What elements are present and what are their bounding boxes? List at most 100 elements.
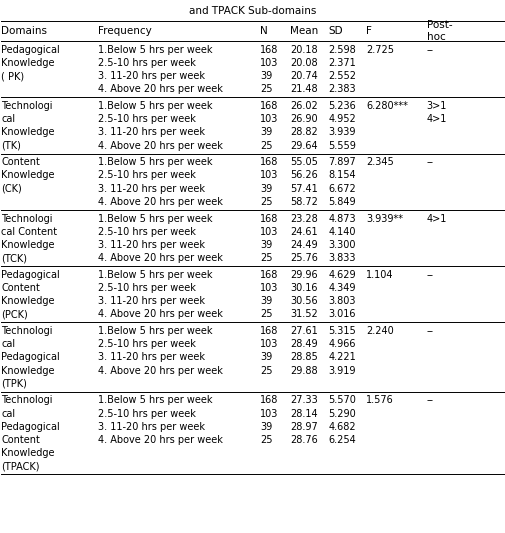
Text: 2.5-10 hrs per week: 2.5-10 hrs per week <box>98 283 196 293</box>
Text: 1.Below 5 hrs per week: 1.Below 5 hrs per week <box>98 101 213 111</box>
Text: 4. Above 20 hrs per week: 4. Above 20 hrs per week <box>98 309 223 319</box>
Text: 5.315: 5.315 <box>328 326 356 336</box>
Text: 3. 11-20 hrs per week: 3. 11-20 hrs per week <box>98 296 206 306</box>
Text: cal: cal <box>1 114 15 124</box>
Text: (TPK): (TPK) <box>1 379 27 389</box>
Text: F: F <box>366 26 372 36</box>
Text: 3.939: 3.939 <box>328 127 356 138</box>
Text: 168: 168 <box>260 270 278 280</box>
Text: 4. Above 20 hrs per week: 4. Above 20 hrs per week <box>98 141 223 151</box>
Text: 39: 39 <box>260 240 272 250</box>
Text: 25: 25 <box>260 197 273 207</box>
Text: Domains: Domains <box>1 26 47 36</box>
Text: --: -- <box>427 270 434 280</box>
Text: 5.290: 5.290 <box>328 409 356 419</box>
Text: 2.371: 2.371 <box>328 58 356 68</box>
Text: 103: 103 <box>260 114 278 124</box>
Text: 4. Above 20 hrs per week: 4. Above 20 hrs per week <box>98 197 223 207</box>
Text: Knowledge: Knowledge <box>1 240 55 250</box>
Text: 4>1: 4>1 <box>427 214 447 223</box>
Text: 26.02: 26.02 <box>290 101 318 111</box>
Text: 28.49: 28.49 <box>290 339 318 349</box>
Text: 1.104: 1.104 <box>366 270 393 280</box>
Text: 39: 39 <box>260 71 272 81</box>
Text: 1.Below 5 hrs per week: 1.Below 5 hrs per week <box>98 214 213 223</box>
Text: 39: 39 <box>260 296 272 306</box>
Text: 3. 11-20 hrs per week: 3. 11-20 hrs per week <box>98 352 206 362</box>
Text: 31.52: 31.52 <box>290 309 318 319</box>
Text: 2.5-10 hrs per week: 2.5-10 hrs per week <box>98 227 196 237</box>
Text: 30.16: 30.16 <box>290 283 318 293</box>
Text: Pedagogical: Pedagogical <box>1 422 60 432</box>
Text: 168: 168 <box>260 395 278 406</box>
Text: 2.383: 2.383 <box>328 84 356 94</box>
Text: Content: Content <box>1 283 40 293</box>
Text: 26.90: 26.90 <box>290 114 318 124</box>
Text: cal Content: cal Content <box>1 227 57 237</box>
Text: Technologi: Technologi <box>1 101 53 111</box>
Text: 2.598: 2.598 <box>328 45 356 55</box>
Text: 1.Below 5 hrs per week: 1.Below 5 hrs per week <box>98 157 213 167</box>
Text: cal: cal <box>1 339 15 349</box>
Text: cal: cal <box>1 409 15 419</box>
Text: 103: 103 <box>260 58 278 68</box>
Text: 20.74: 20.74 <box>290 71 318 81</box>
Text: 3.833: 3.833 <box>328 253 356 263</box>
Text: 3. 11-20 hrs per week: 3. 11-20 hrs per week <box>98 71 206 81</box>
Text: 103: 103 <box>260 339 278 349</box>
Text: 30.56: 30.56 <box>290 296 318 306</box>
Text: 3.016: 3.016 <box>328 309 356 319</box>
Text: 39: 39 <box>260 352 272 362</box>
Text: SD: SD <box>328 26 343 36</box>
Text: 1.Below 5 hrs per week: 1.Below 5 hrs per week <box>98 395 213 406</box>
Text: 4. Above 20 hrs per week: 4. Above 20 hrs per week <box>98 253 223 263</box>
Text: 2.5-10 hrs per week: 2.5-10 hrs per week <box>98 58 196 68</box>
Text: 168: 168 <box>260 326 278 336</box>
Text: 23.28: 23.28 <box>290 214 318 223</box>
Text: 56.26: 56.26 <box>290 171 318 181</box>
Text: 4.682: 4.682 <box>328 422 356 432</box>
Text: 2.345: 2.345 <box>366 157 394 167</box>
Text: Pedagogical: Pedagogical <box>1 45 60 55</box>
Text: 58.72: 58.72 <box>290 197 318 207</box>
Text: 4.873: 4.873 <box>328 214 356 223</box>
Text: 4.966: 4.966 <box>328 339 356 349</box>
Text: ( PK): ( PK) <box>1 71 24 81</box>
Text: 8.154: 8.154 <box>328 171 356 181</box>
Text: 168: 168 <box>260 101 278 111</box>
Text: 21.48: 21.48 <box>290 84 318 94</box>
Text: 6.672: 6.672 <box>328 184 356 193</box>
Text: 4. Above 20 hrs per week: 4. Above 20 hrs per week <box>98 435 223 445</box>
Text: 5.559: 5.559 <box>328 141 356 151</box>
Text: Content: Content <box>1 435 40 445</box>
Text: 28.85: 28.85 <box>290 352 318 362</box>
Text: 103: 103 <box>260 227 278 237</box>
Text: 103: 103 <box>260 171 278 181</box>
Text: 1.Below 5 hrs per week: 1.Below 5 hrs per week <box>98 270 213 280</box>
Text: --: -- <box>427 326 434 336</box>
Text: 3. 11-20 hrs per week: 3. 11-20 hrs per week <box>98 127 206 138</box>
Text: 5.570: 5.570 <box>328 395 356 406</box>
Text: 24.49: 24.49 <box>290 240 318 250</box>
Text: 103: 103 <box>260 283 278 293</box>
Text: and TPACK Sub-domains: and TPACK Sub-domains <box>189 6 316 17</box>
Text: 2.5-10 hrs per week: 2.5-10 hrs per week <box>98 409 196 419</box>
Text: Knowledge: Knowledge <box>1 127 55 138</box>
Text: 3.919: 3.919 <box>328 366 356 376</box>
Text: 4.629: 4.629 <box>328 270 356 280</box>
Text: 4.349: 4.349 <box>328 283 356 293</box>
Text: 29.64: 29.64 <box>290 141 318 151</box>
Text: Knowledge: Knowledge <box>1 58 55 68</box>
Text: 1.576: 1.576 <box>366 395 394 406</box>
Text: 2.240: 2.240 <box>366 326 394 336</box>
Text: 25: 25 <box>260 84 273 94</box>
Text: 28.82: 28.82 <box>290 127 318 138</box>
Text: (TCK): (TCK) <box>1 253 27 263</box>
Text: Mean: Mean <box>290 26 319 36</box>
Text: 168: 168 <box>260 214 278 223</box>
Text: 1.Below 5 hrs per week: 1.Below 5 hrs per week <box>98 326 213 336</box>
Text: 25.76: 25.76 <box>290 253 318 263</box>
Text: 25: 25 <box>260 141 273 151</box>
Text: 1.Below 5 hrs per week: 1.Below 5 hrs per week <box>98 45 213 55</box>
Text: Pedagogical: Pedagogical <box>1 352 60 362</box>
